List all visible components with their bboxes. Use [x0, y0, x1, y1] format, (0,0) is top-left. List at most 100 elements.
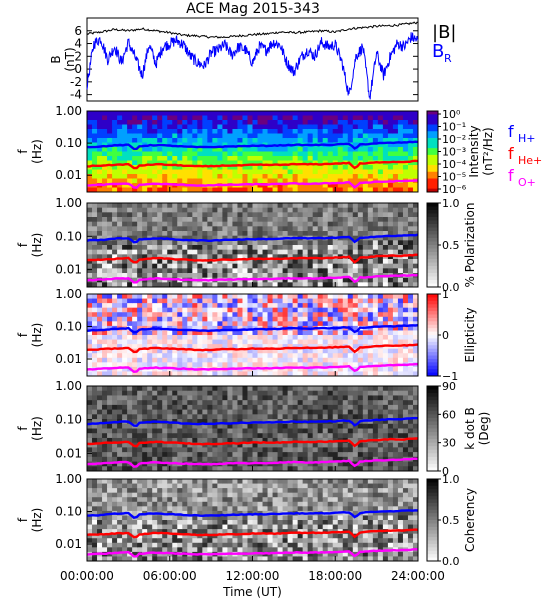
heatmap-cell [332, 124, 339, 130]
colorbar-swatch [427, 403, 438, 408]
heatmap-cell [177, 330, 183, 336]
heatmap-cell [207, 330, 213, 336]
heatmap-cell [292, 178, 299, 184]
heatmap-cell [102, 217, 108, 223]
heatmap-cell [172, 414, 178, 420]
heatmap-cell [167, 456, 173, 463]
heatmap-cell [312, 437, 319, 444]
heatmap-cell [317, 282, 324, 287]
heatmap-cell [132, 174, 138, 180]
heatmap-cell [217, 307, 224, 313]
heatmap-cell [352, 344, 359, 350]
heatmap-cell [237, 240, 244, 246]
heatmap-cell [207, 442, 213, 448]
heatmap-cell [272, 339, 279, 345]
heatmap-cell [312, 456, 319, 463]
heatmap-cell [242, 268, 249, 274]
heatmap-cell [87, 203, 93, 209]
heatmap-cell [337, 404, 344, 411]
heatmap-cell [187, 138, 193, 144]
heatmap-cell [287, 366, 294, 373]
heatmap-cell [92, 165, 98, 171]
heatmap-cell [332, 357, 339, 363]
heatmap-cell [117, 466, 123, 471]
heatmap-cell [277, 156, 284, 162]
heatmap-cell [227, 273, 234, 279]
heatmap-cell [117, 456, 123, 463]
heatmap-cell [237, 456, 244, 463]
heatmap-cell [347, 316, 354, 322]
heatmap-cell [212, 452, 218, 458]
heatmap-cell [272, 461, 279, 467]
heatmap-cell [117, 357, 123, 363]
heatmap-cell [147, 316, 153, 322]
heatmap-cell [292, 344, 299, 350]
colorbar-swatch [427, 181, 438, 186]
heatmap-cell [387, 404, 394, 411]
heatmap-cell [247, 298, 254, 304]
heatmap-cell [387, 325, 394, 332]
heatmap-cell [412, 254, 418, 260]
heatmap-cell [257, 395, 264, 401]
heatmap-cell [282, 160, 289, 166]
y-axis-label: f (Hz) [16, 233, 44, 258]
heatmap-cell [157, 366, 163, 373]
colorbar-label: Ellipticity [463, 308, 477, 363]
heatmap-cell [127, 414, 133, 420]
heatmap-cell [172, 174, 178, 180]
heatmap-cell [332, 111, 339, 117]
heatmap-cell [132, 277, 138, 283]
heatmap-cell [252, 263, 259, 269]
heatmap-cell [147, 169, 153, 175]
heatmap-cell [342, 156, 349, 162]
heatmap-cell [382, 366, 389, 373]
heatmap-cell [192, 263, 198, 269]
heatmap-cell [197, 273, 203, 279]
heatmap-cells [87, 111, 418, 192]
heatmap-cell [337, 221, 344, 227]
heatmap-cell [332, 414, 339, 420]
heatmap-cell [247, 138, 254, 144]
heatmap-cell [147, 371, 153, 376]
heatmap-cell [222, 362, 229, 368]
heatmap-cell [272, 268, 279, 274]
heatmap-cell [262, 428, 269, 434]
heatmap-cell [412, 303, 418, 309]
heatmap-cell [257, 316, 264, 322]
heatmap-cell [162, 366, 168, 373]
heatmap-cell [142, 298, 148, 304]
heatmap-cell [332, 151, 339, 157]
heatmap-cell [117, 390, 123, 397]
heatmap-cell [407, 156, 414, 162]
heatmap-cell [222, 400, 229, 406]
heatmap-cell [257, 115, 264, 121]
heatmap-cell [227, 240, 234, 246]
heatmap-cell [192, 120, 198, 126]
heatmap-cell [152, 240, 158, 246]
heatmap-cell [187, 400, 193, 406]
heatmap-cell [292, 395, 299, 401]
heatmap-cell [182, 395, 188, 401]
heatmap-cell [187, 226, 193, 232]
heatmap-cell [352, 138, 359, 144]
heatmap-cell [257, 307, 264, 313]
heatmap-cell [187, 115, 193, 121]
heatmap-cell [242, 447, 249, 453]
heatmap-cell [222, 395, 229, 401]
heatmap-cell [162, 353, 168, 359]
heatmap-cell [172, 169, 178, 175]
heatmap-cell [197, 386, 203, 392]
colorbar-swatch [427, 248, 438, 253]
heatmap-cell [122, 129, 128, 135]
heatmap-cell [87, 316, 93, 322]
heatmap-cell [252, 221, 259, 227]
heatmap-cell [312, 353, 319, 359]
heatmap-cell [112, 428, 118, 434]
heatmap-cell [127, 115, 133, 121]
heatmap-cell [197, 169, 203, 175]
heatmap-cell [177, 273, 183, 279]
colorbar-label-name: Ellipticity [463, 308, 477, 363]
heatmap-cell [377, 282, 384, 287]
heatmap-cell [252, 217, 259, 223]
heatmap-cell [132, 344, 138, 350]
